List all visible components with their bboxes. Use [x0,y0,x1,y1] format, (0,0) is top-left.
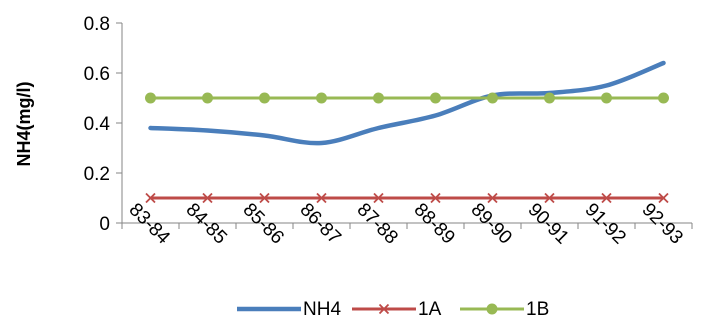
data-point-1a [202,192,213,204]
y-tick-label: 0 [99,214,110,235]
data-point-1a [373,192,384,204]
data-point-1a [145,192,156,204]
x-tick-label: 86-87 [296,199,345,248]
series-1a [145,192,669,204]
data-point-1b [145,92,156,104]
data-point-1b [202,92,213,104]
series-1b [145,92,669,104]
y-tick-label: 0.2 [84,164,110,185]
x-tick-label: 92-93 [638,199,687,248]
x-tick-label: 90-91 [524,199,573,248]
legend-marker-1a [378,303,390,315]
x-axis-ticks: 83-84 84-85 85-86 86-87 87-88 88-89 89-90 90-91… [121,199,693,249]
x-tick-label: 85-86 [239,199,288,248]
data-point-1b [601,92,612,104]
data-point-1b [430,92,441,104]
series-layer [145,60,669,204]
y-axis-title: NH4(mg/l) [14,81,34,166]
legend: NH4 1A 1B [237,299,549,320]
legend-label-1a: 1A [418,299,442,320]
legend-item-1b: 1B [460,299,549,320]
series-line-nh4 [148,60,666,146]
x-tick-label: 88-89 [410,199,459,248]
data-point-1b [487,92,498,104]
data-point-1b [259,92,270,104]
y-axis-ticks: 0 0.2 0.4 0.6 0.8 [84,14,122,235]
legend-label-nh4: NH4 [303,299,341,320]
legend-item-nh4: NH4 [237,299,341,320]
x-tick-label: 91-92 [581,199,630,248]
data-point-1a [259,192,270,204]
data-point-1a [544,192,555,204]
y-tick-label: 0.4 [84,114,111,135]
x-tick-label: 87-88 [353,199,402,248]
data-point-1a [601,192,612,204]
x-tick-label: 84-85 [182,199,231,248]
data-point-1a [316,192,327,204]
legend-label-1b: 1B [526,299,549,320]
data-point-1b [544,92,555,104]
data-point-1b [316,92,327,104]
data-point-1b [658,92,669,104]
data-point-1a [430,192,441,204]
x-tick-label: 83-84 [125,199,175,249]
x-tick-label: 89-90 [467,199,516,248]
series-nh4 [148,60,666,146]
data-point-1a [487,192,498,204]
legend-marker-1b [486,303,498,315]
legend-item-1a: 1A [352,299,442,320]
y-tick-label: 0.6 [84,64,110,85]
data-point-1a [658,192,669,204]
data-point-1b [373,92,384,104]
y-tick-label: 0.8 [84,14,110,35]
